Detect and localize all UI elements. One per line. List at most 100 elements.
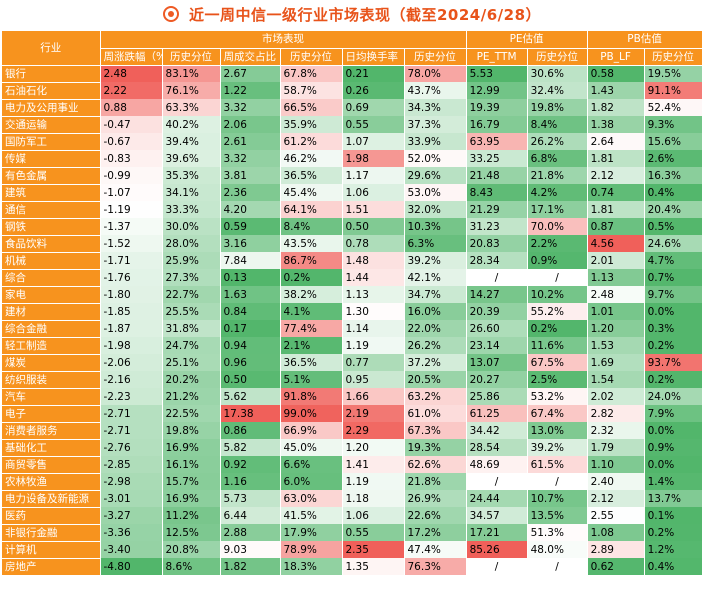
cell-volume-share-pct: 41.5% <box>280 507 343 524</box>
cell-turnover-pct: 53.0% <box>404 184 467 201</box>
cell-volume-share: 9.03 <box>220 541 281 558</box>
cell-turnover: 0.55 <box>342 116 405 133</box>
cell-weekly-change: -2.85 <box>100 456 163 473</box>
table-row: 钢铁 -1.37 30.0% 0.59 8.4% 0.50 10.3% 31.23 70.0% 0… <box>2 217 703 235</box>
cell-volume-share-pct: 45.4% <box>280 184 343 201</box>
cell-weekly-change-pct: 8.6% <box>162 558 221 575</box>
table-row: 消费者服务 -2.71 19.8% 0.86 66.9% 2.29 67.3% 34.42 13… <box>2 421 703 439</box>
industry-name-cell: 石油石化 <box>2 81 101 99</box>
industry-name-cell: 建筑 <box>2 183 101 201</box>
industry-name-cell: 非银行金融 <box>2 523 101 541</box>
cell-weekly-change: -1.52 <box>100 235 163 252</box>
cell-pe-pct: / <box>527 558 588 575</box>
cell-volume-share: 17.38 <box>220 405 281 422</box>
cell-turnover-pct: 37.3% <box>404 116 467 133</box>
table-row: 基础化工 -2.76 16.9% 5.82 45.0% 1.20 19.3% 28.54 39.… <box>2 438 703 456</box>
cell-turnover-pct: 22.0% <box>404 320 467 337</box>
cell-pb-lf: 1.54 <box>586 371 645 388</box>
cell-pb-pct: 0.2% <box>644 524 703 541</box>
cell-pe-pct: 10.7% <box>527 490 588 507</box>
cell-volume-share: 5.82 <box>220 439 281 456</box>
cell-turnover: 1.18 <box>342 490 405 507</box>
cell-volume-share: 0.96 <box>220 354 281 371</box>
cell-pe-pct: 11.6% <box>527 337 588 354</box>
cell-volume-share: 1.82 <box>220 558 281 575</box>
industry-name-cell: 纺织服装 <box>2 370 101 388</box>
table-body: 银行 2.48 83.1% 2.67 67.8% 0.21 78.0% 5.53 30.6% 0.… <box>2 64 703 575</box>
cell-pe-pct: 51.3% <box>527 524 588 541</box>
cell-turnover-pct: 52.0% <box>404 150 467 167</box>
table-row: 建材 -1.85 25.5% 0.84 4.1% 1.30 16.0% 20.39 55.2% 1… <box>2 302 703 320</box>
cell-turnover-pct: 32.0% <box>404 201 467 218</box>
cell-pe-pct: 13.0% <box>527 422 588 439</box>
cell-pe-pct: 32.4% <box>527 82 588 99</box>
cell-weekly-change-pct: 83.1% <box>162 65 221 82</box>
cell-turnover-pct: 34.7% <box>404 286 467 303</box>
cell-turnover-pct: 6.3% <box>404 235 467 252</box>
cell-turnover: 0.95 <box>342 371 405 388</box>
industry-name-cell: 电力设备及新能源 <box>2 489 101 507</box>
cell-pb-lf: 1.13 <box>586 269 645 286</box>
cell-pb-pct: 2.6% <box>644 150 703 167</box>
cell-weekly-change-pct: 12.5% <box>162 524 221 541</box>
cell-pb-lf: 0.62 <box>586 558 645 575</box>
cell-weekly-change-pct: 25.9% <box>162 252 221 269</box>
cell-weekly-change-pct: 15.7% <box>162 473 221 490</box>
cell-weekly-change-pct: 22.5% <box>162 405 221 422</box>
cell-pb-pct: 4.7% <box>644 252 703 269</box>
cell-pe-ttm: 24.44 <box>465 490 528 507</box>
cell-pb-lf: 1.69 <box>586 354 645 371</box>
cell-weekly-change-pct: 31.8% <box>162 320 221 337</box>
cell-volume-share-pct: 36.5% <box>280 354 343 371</box>
cell-pe-pct: 2.2% <box>527 235 588 252</box>
cell-weekly-change: -0.67 <box>100 133 163 150</box>
cell-pe-pct: 19.8% <box>527 99 588 116</box>
cell-pb-pct: 20.4% <box>644 201 703 218</box>
cell-weekly-change-pct: 21.2% <box>162 388 221 405</box>
table-row: 家电 -1.80 22.7% 1.63 38.2% 1.13 34.7% 14.27 10.2%… <box>2 285 703 303</box>
cell-pe-pct: 67.4% <box>527 405 588 422</box>
industry-name-cell: 电子 <box>2 404 101 422</box>
cell-pe-ttm: / <box>465 473 528 490</box>
cell-volume-share: 4.20 <box>220 201 281 218</box>
cell-pb-pct: 93.7% <box>644 354 703 371</box>
table-row: 有色金属 -0.99 35.3% 3.81 36.5% 1.17 29.6% 21.48 21.… <box>2 166 703 184</box>
cell-pe-pct: 0.9% <box>527 252 588 269</box>
cell-volume-share-pct: 36.5% <box>280 167 343 184</box>
cell-turnover: 2.29 <box>342 422 405 439</box>
cell-pb-lf: 1.53 <box>586 337 645 354</box>
industry-name-cell: 交通运输 <box>2 115 101 133</box>
table-row: 汽车 -2.23 21.2% 5.62 91.8% 1.66 63.2% 25.86 53.2%… <box>2 387 703 405</box>
table-row: 房地产 -4.80 8.6% 1.82 18.3% 1.35 76.3% //0.62 0.4% <box>2 557 703 575</box>
cell-volume-share-pct: 67.8% <box>280 65 343 82</box>
cell-turnover-pct: 34.3% <box>404 99 467 116</box>
cell-pb-lf: 1.43 <box>586 82 645 99</box>
cell-pe-ttm: 34.57 <box>465 507 528 524</box>
cell-volume-share-pct: 64.1% <box>280 201 343 218</box>
target-icon <box>162 6 179 22</box>
cell-pb-lf: 2.12 <box>586 167 645 184</box>
title-bar: 近一周中信一级行业市场表现（截至2024/6/28） <box>0 0 704 28</box>
cell-weekly-change-pct: 25.5% <box>162 303 221 320</box>
cell-pe-pct: 39.2% <box>527 439 588 456</box>
cell-turnover: 1.07 <box>342 133 405 150</box>
cell-volume-share: 7.84 <box>220 252 281 269</box>
table-row: 机械 -1.71 25.9% 7.84 86.7% 1.48 39.2% 28.34 0.9% 2… <box>2 251 703 269</box>
col-header-volume-share-pct: 历史分位 <box>280 48 343 66</box>
cell-weekly-change: -0.47 <box>100 116 163 133</box>
cell-pe-ttm: 21.48 <box>465 167 528 184</box>
cell-turnover-pct: 26.2% <box>404 337 467 354</box>
cell-pb-lf: 2.48 <box>586 286 645 303</box>
cell-weekly-change: -2.23 <box>100 388 163 405</box>
cell-volume-share-pct: 99.0% <box>280 405 343 422</box>
cell-volume-share-pct: 6.0% <box>280 473 343 490</box>
group-header-pe: PE估值 <box>466 31 588 49</box>
table-row: 计算机 -3.40 20.8% 9.03 78.9% 2.35 47.4% 85.26 48.0… <box>2 540 703 558</box>
cell-weekly-change-pct: 27.3% <box>162 269 221 286</box>
cell-volume-share: 6.44 <box>220 507 281 524</box>
cell-volume-share-pct: 86.7% <box>280 252 343 269</box>
cell-pe-ttm: 23.14 <box>465 337 528 354</box>
industry-name-cell: 商贸零售 <box>2 455 101 473</box>
cell-turnover: 1.06 <box>342 184 405 201</box>
table-row: 电力设备及新能源 -3.01 16.9% 5.73 63.0% 1.18 26.9% 24.4… <box>2 489 703 507</box>
